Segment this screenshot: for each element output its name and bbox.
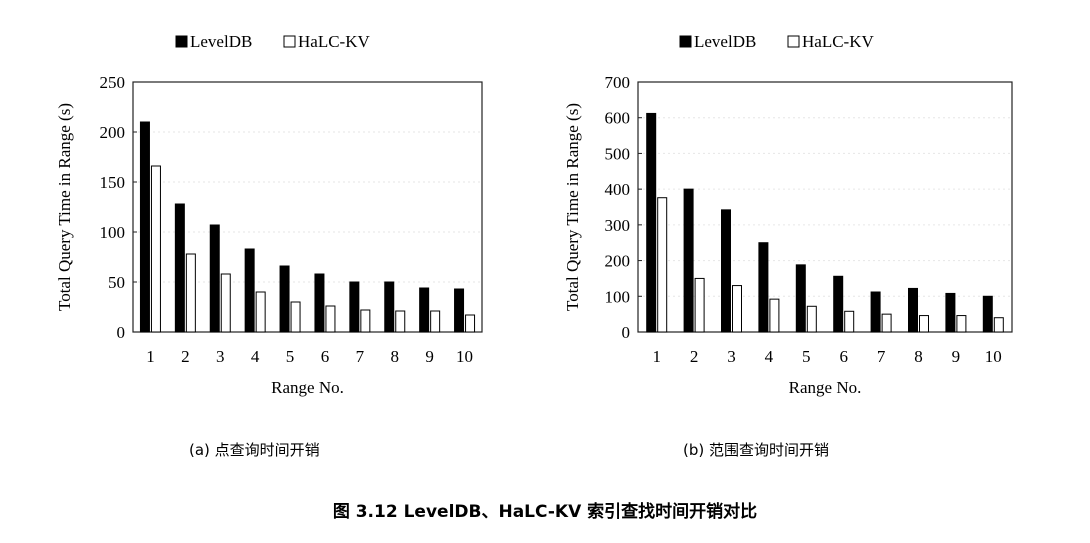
bar-halc-kv — [919, 315, 929, 333]
bar-leveldb — [244, 248, 255, 333]
y-axis-label: Total Query Time in Range (s) — [563, 103, 582, 311]
x-tick-label: 4 — [765, 347, 774, 366]
x-tick-label: 9 — [425, 347, 434, 366]
bar-leveldb — [419, 287, 430, 333]
bar-leveldb — [349, 281, 360, 333]
bar-halc-kv — [290, 301, 301, 333]
y-tick-label: 400 — [605, 180, 631, 199]
bar-leveldb — [384, 281, 395, 333]
bar-halc-kv — [956, 315, 967, 333]
x-tick-label: 1 — [146, 347, 155, 366]
bar-halc-kv — [185, 253, 196, 333]
y-tick-label: 150 — [100, 173, 126, 192]
legend-label: HaLC-KV — [298, 32, 370, 51]
bar-leveldb — [314, 273, 325, 333]
bar-halc-kv — [220, 273, 231, 333]
x-tick-label: 6 — [321, 347, 330, 366]
x-axis-label: Range No. — [271, 378, 344, 397]
subcaption-a: (a) 点查询时间开销 — [189, 441, 320, 459]
bar-halc-kv — [694, 277, 705, 333]
chart-a: 0 50 100 150 200 250 1 2 3 4 5 6 7 8 9 10 Total Query Ti… — [55, 32, 483, 397]
x-tick-label: 3 — [216, 347, 225, 366]
bar-halc-kv — [769, 298, 780, 333]
legend-label: LevelDB — [190, 32, 252, 51]
bar-leveldb — [945, 292, 956, 333]
x-tick-label: 2 — [690, 347, 699, 366]
bar-halc-kv — [325, 305, 336, 333]
bar-leveldb — [833, 275, 844, 333]
bar-leveldb — [870, 291, 881, 333]
bar-leveldb — [209, 224, 220, 333]
bar-halc-kv — [395, 310, 406, 333]
legend-label: HaLC-KV — [802, 32, 874, 51]
y-axis-label: Total Query Time in Range (s) — [55, 103, 74, 311]
y-tick-label: 0 — [622, 323, 631, 342]
bar-leveldb — [174, 203, 185, 333]
legend-swatch — [679, 35, 692, 48]
bar-halc-kv — [255, 291, 266, 333]
x-axis-label: Range No. — [789, 378, 862, 397]
bar-leveldb — [982, 295, 993, 333]
bar-leveldb — [139, 121, 150, 333]
x-tick-label: 1 — [652, 347, 661, 366]
bar-halc-kv — [881, 313, 892, 333]
x-tick-label: 10 — [985, 347, 1002, 366]
legend-swatch — [787, 35, 800, 48]
x-tick-label: 10 — [456, 347, 473, 366]
chart-b: 0 100 200 300 400 500 600 700 1 2 3 4 5 6 7 8 9 10 Total Q… — [563, 32, 1013, 397]
x-tick-label: 9 — [952, 347, 961, 366]
legend-swatch — [283, 35, 296, 48]
x-tick-label: 5 — [802, 347, 811, 366]
x-tick-label: 4 — [251, 347, 260, 366]
y-tick-label: 600 — [605, 109, 631, 128]
bar-halc-kv — [465, 314, 476, 333]
plot-frame — [637, 81, 1013, 333]
y-tick-label: 100 — [100, 223, 126, 242]
y-tick-label: 300 — [605, 216, 631, 235]
y-tick-label: 500 — [605, 144, 631, 163]
x-tick-label: 5 — [286, 347, 295, 366]
bar-halc-kv — [150, 165, 161, 333]
subcaption-b: (b) 范围查询时间开销 — [683, 441, 829, 459]
bar-halc-kv — [430, 310, 441, 333]
bar-halc-kv — [993, 317, 1004, 333]
legend-label: LevelDB — [694, 32, 756, 51]
bar-halc-kv — [732, 285, 742, 333]
bar-halc-kv — [657, 197, 668, 333]
bar-leveldb — [721, 209, 731, 333]
x-tick-label: 8 — [391, 347, 400, 366]
bar-leveldb — [646, 112, 657, 333]
x-tick-label: 6 — [839, 347, 848, 366]
plot-frame — [132, 81, 483, 333]
x-tick-label: 7 — [877, 347, 886, 366]
bar-halc-kv — [806, 305, 817, 333]
x-tick-label: 3 — [727, 347, 736, 366]
y-tick-label: 700 — [605, 73, 631, 92]
x-tick-label: 7 — [356, 347, 365, 366]
y-tick-label: 50 — [108, 273, 125, 292]
bar-leveldb — [758, 242, 769, 333]
bar-halc-kv — [844, 310, 855, 333]
legend-swatch — [175, 35, 188, 48]
y-tick-label: 100 — [605, 287, 631, 306]
y-tick-label: 200 — [100, 123, 126, 142]
bar-leveldb — [454, 288, 465, 333]
figure-caption: 图 3.12 LevelDB、HaLC-KV 索引查找时间开销对比 — [333, 501, 757, 522]
x-tick-label: 8 — [914, 347, 923, 366]
bar-leveldb — [795, 264, 806, 333]
bar-leveldb — [908, 287, 918, 333]
y-tick-label: 0 — [117, 323, 126, 342]
y-tick-label: 250 — [100, 73, 126, 92]
bar-halc-kv — [360, 309, 371, 333]
bar-leveldb — [279, 265, 290, 333]
bar-leveldb — [683, 188, 694, 333]
y-tick-label: 200 — [605, 252, 631, 271]
x-tick-label: 2 — [181, 347, 190, 366]
